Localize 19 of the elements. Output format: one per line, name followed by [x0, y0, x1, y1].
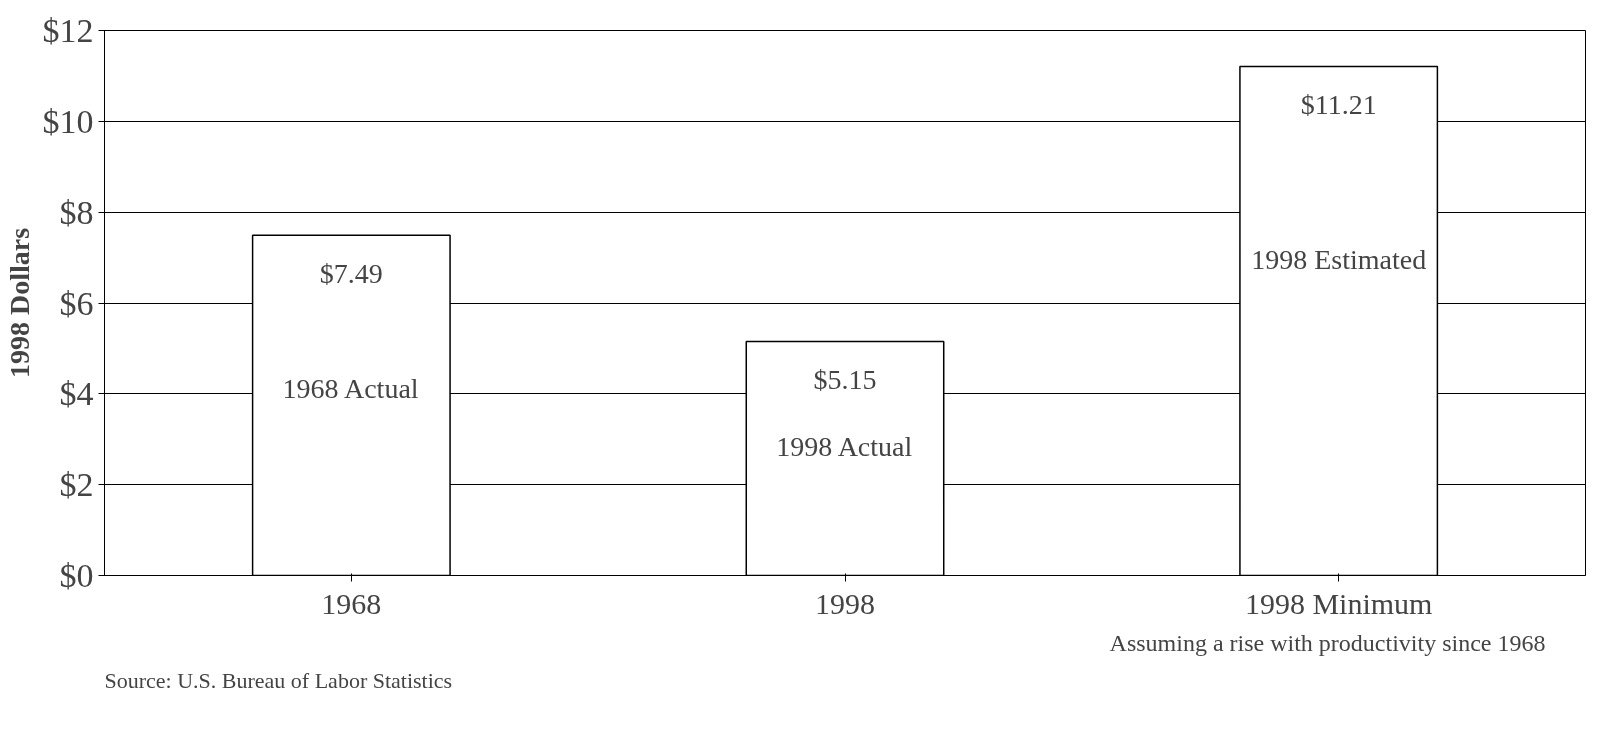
x-tick-label: 1998 — [815, 586, 875, 620]
y-tick-label: $2 — [59, 466, 94, 504]
y-tick-label: $6 — [59, 284, 94, 322]
y-tick-label: $12 — [42, 12, 94, 49]
annotation: 1998 Actual — [776, 431, 913, 463]
data-label: $5.15 — [813, 364, 877, 396]
y-tick-label: $10 — [42, 102, 94, 140]
y-axis-title: 1998 Dollars — [3, 227, 35, 379]
annotation: 1998 Estimated — [1251, 244, 1427, 276]
y-tick-label: $0 — [59, 557, 94, 594]
data-label: $11.21 — [1300, 89, 1377, 121]
annotation: 1968 Actual — [282, 372, 419, 404]
y-tick-label: $8 — [59, 193, 94, 231]
x-tick-label: 1998 Minimum — [1244, 586, 1433, 620]
source-note: Source: U.S. Bureau of Labor Statistics — [104, 667, 453, 693]
data-label: $7.49 — [319, 258, 383, 290]
x-tick-label: 1968 — [321, 586, 382, 620]
text: Assuming a rise with productivity since 1968 — [1109, 629, 1546, 656]
y-tick-label: $4 — [59, 375, 94, 413]
